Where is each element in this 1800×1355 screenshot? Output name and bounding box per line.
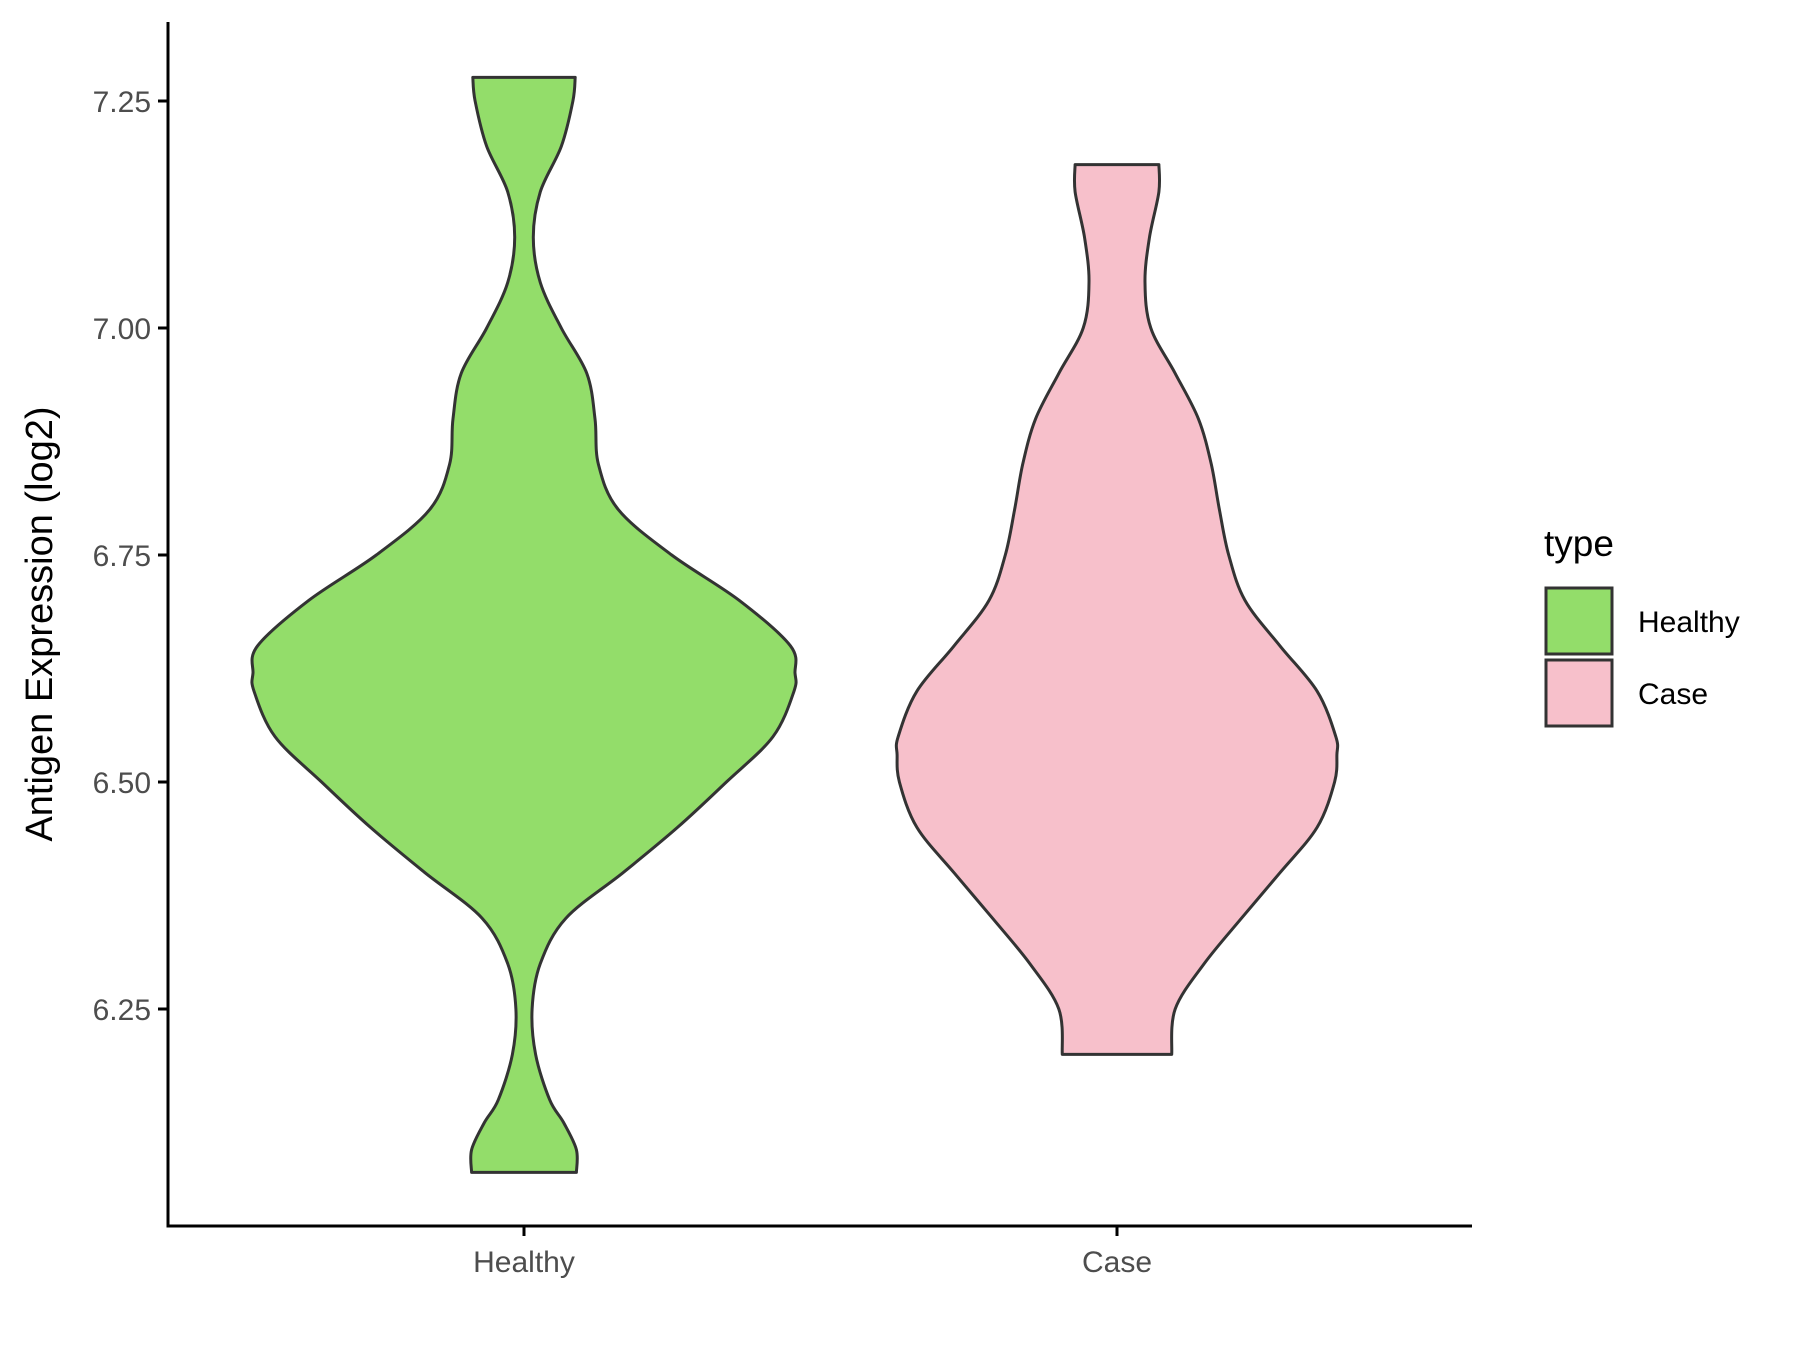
y-tick-label: 6.25 [93, 994, 151, 1027]
axes-layer: 6.25 6.50 6.75 7.00 7.25 Healthy Case [93, 22, 1472, 1279]
x-ticks: Healthy Case [473, 1226, 1152, 1279]
violin-case [894, 163, 1340, 1056]
y-axis-title: Antigen Expression (log2) [19, 406, 61, 841]
y-tick-label: 6.50 [93, 767, 151, 800]
x-tick-label: Healthy [473, 1246, 575, 1279]
y-tick-label: 7.00 [93, 313, 151, 346]
legend-swatch-healthy [1544, 586, 1614, 656]
legend-title: type [1544, 523, 1614, 564]
y-tick-label: 7.25 [93, 86, 151, 119]
legend-label-case: Case [1638, 678, 1708, 711]
violins-layer [250, 75, 1340, 1174]
y-ticks: 6.25 6.50 6.75 7.00 7.25 [93, 86, 168, 1027]
legend-label-healthy: Healthy [1638, 606, 1740, 639]
legend-entries: Healthy Case [1544, 586, 1740, 728]
legend-swatch-case [1544, 658, 1614, 728]
legend: type Healthy Case [1544, 523, 1740, 728]
x-tick-label: Case [1082, 1246, 1152, 1279]
violin-healthy [250, 75, 798, 1174]
y-tick-label: 6.75 [93, 540, 151, 573]
